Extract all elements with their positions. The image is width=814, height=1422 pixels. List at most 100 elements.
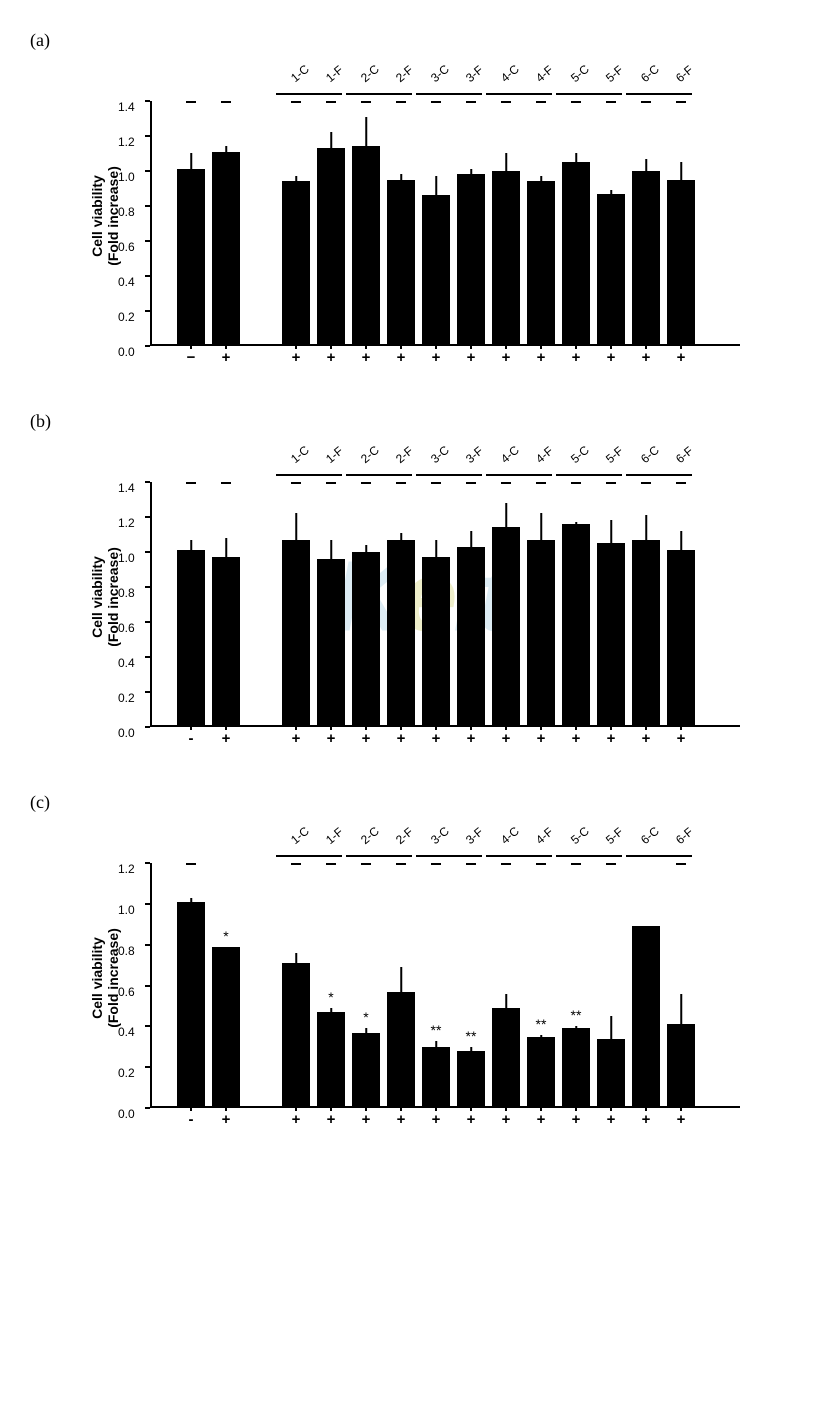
- bar: [212, 152, 240, 345]
- error-cap: [396, 101, 406, 103]
- group-label: 1-C: [288, 443, 312, 466]
- bar: [317, 148, 345, 344]
- y-tick-label: 0.0: [118, 345, 135, 359]
- group-line: [626, 93, 692, 95]
- x-symbol: +: [222, 1111, 231, 1128]
- x-symbol: +: [642, 1111, 651, 1128]
- error-cap: [186, 863, 196, 865]
- x-symbol: +: [502, 1111, 511, 1128]
- bar: [527, 1037, 555, 1106]
- y-tick-label: 0.0: [118, 1107, 135, 1121]
- panel-label: (a): [30, 30, 764, 51]
- x-symbol: +: [537, 1111, 546, 1128]
- group-label: 2-F: [393, 444, 416, 466]
- error-bar: [435, 540, 437, 558]
- error-cap: [501, 482, 511, 484]
- group-label: 3-F: [463, 63, 486, 85]
- error-cap: [536, 863, 546, 865]
- group-line: [276, 474, 342, 476]
- x-symbol: -: [189, 1111, 194, 1128]
- error-cap: [431, 101, 441, 103]
- x-symbol: +: [537, 730, 546, 747]
- group-label: 6-C: [638, 443, 662, 466]
- bar: [527, 181, 555, 344]
- bar: [492, 527, 520, 725]
- error-bar: [610, 520, 612, 543]
- error-cap: [431, 482, 441, 484]
- group-label: 1-C: [288, 824, 312, 847]
- error-cap: [361, 863, 371, 865]
- x-symbol: +: [572, 349, 581, 366]
- error-cap: [606, 482, 616, 484]
- significance-marker: **: [536, 1016, 547, 1032]
- bar: [562, 162, 590, 344]
- group-label: 1-F: [323, 444, 346, 466]
- x-symbol: +: [222, 349, 231, 366]
- significance-marker: *: [223, 928, 228, 944]
- error-cap: [641, 101, 651, 103]
- plot-area: −++1-C+1-F+2-C+2-F+3-C+3-F+4-C+4-F+5-C+5…: [150, 101, 740, 346]
- y-tick-label: 1.2: [118, 516, 135, 530]
- group-line: [556, 93, 622, 95]
- group-line: [346, 93, 412, 95]
- error-cap: [466, 863, 476, 865]
- y-tick-label: 0.4: [118, 275, 135, 289]
- bar: [597, 1039, 625, 1106]
- error-bar: [470, 1047, 472, 1051]
- plot-area: -*++1-C*+1-F*+2-C+2-F**+3-C**+3-F+4-C**+…: [150, 863, 740, 1108]
- y-axis-label: Cell viability(Fold increase): [89, 928, 121, 1028]
- x-symbol: +: [502, 730, 511, 747]
- error-cap: [676, 482, 686, 484]
- bar: [457, 174, 485, 344]
- error-cap: [221, 101, 231, 103]
- y-tick-label: 1.4: [118, 481, 135, 495]
- group-label: 4-C: [498, 62, 522, 85]
- y-tick-label: 1.4: [118, 100, 135, 114]
- group-label: 1-F: [323, 63, 346, 85]
- chart-wrap: 0.00.20.40.60.81.01.2Cell viability(Fold…: [90, 823, 750, 1133]
- group-line: [626, 855, 692, 857]
- bar: [387, 992, 415, 1106]
- group-line: [556, 474, 622, 476]
- x-symbol: +: [572, 730, 581, 747]
- group-label: 4-C: [498, 443, 522, 466]
- error-bar: [225, 538, 227, 557]
- bar: [422, 557, 450, 725]
- y-tick-label: 0.2: [118, 691, 135, 705]
- group-line: [486, 855, 552, 857]
- y-tick-label: 0.0: [118, 726, 135, 740]
- error-bar: [645, 159, 647, 171]
- x-symbol: +: [397, 730, 406, 747]
- group-label: 3-C: [428, 62, 452, 85]
- group-label: 5-F: [603, 825, 626, 847]
- error-bar: [575, 522, 577, 524]
- error-bar: [610, 1016, 612, 1038]
- error-bar: [505, 994, 507, 1008]
- bar: [457, 1051, 485, 1106]
- bar: [282, 540, 310, 726]
- group-line: [346, 855, 412, 857]
- error-cap: [396, 863, 406, 865]
- error-cap: [326, 482, 336, 484]
- y-tick-label: 1.2: [118, 862, 135, 876]
- error-bar: [330, 1008, 332, 1012]
- group-label: 3-F: [463, 825, 486, 847]
- bar: [527, 540, 555, 726]
- bar: [492, 1008, 520, 1106]
- group-label: 1-C: [288, 62, 312, 85]
- bar: [352, 552, 380, 725]
- error-cap: [291, 101, 301, 103]
- error-cap: [571, 482, 581, 484]
- bar: [387, 540, 415, 726]
- bar: [562, 524, 590, 725]
- panel-label: (b): [30, 411, 764, 432]
- group-line: [626, 474, 692, 476]
- error-cap: [536, 482, 546, 484]
- error-bar: [225, 146, 227, 151]
- bar: [317, 1012, 345, 1106]
- error-bar: [575, 1026, 577, 1028]
- x-symbol: +: [327, 730, 336, 747]
- x-symbol: +: [222, 730, 231, 747]
- x-symbol: +: [327, 1111, 336, 1128]
- panel-label: (c): [30, 792, 764, 813]
